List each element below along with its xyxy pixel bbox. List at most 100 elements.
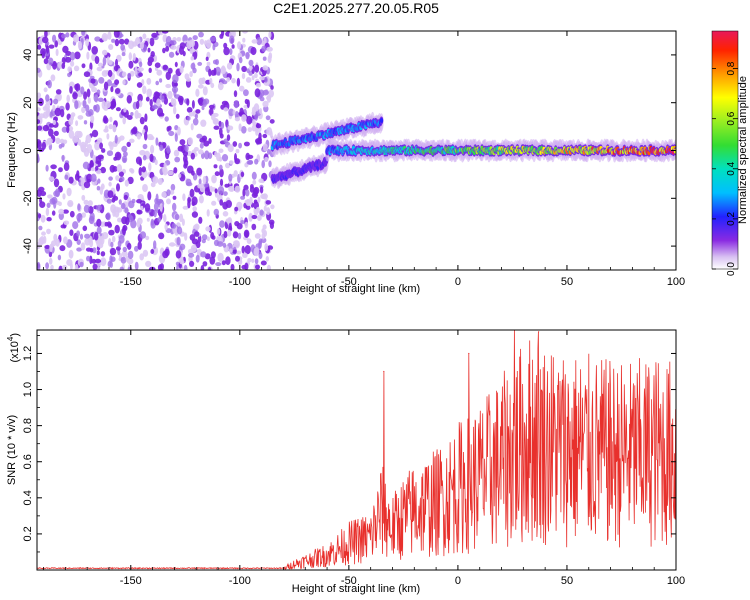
noise-speckle [240,171,245,178]
noise-speckle [148,162,152,172]
noise-speckle [81,63,86,69]
noise-speckle [204,150,210,160]
noise-speckle [234,117,241,122]
noise-speckle [213,239,220,247]
noise-speckle [222,211,229,217]
noise-speckle [221,260,226,266]
noise-speckle [155,80,159,86]
noise-speckle [205,226,211,232]
noise-speckle [179,243,186,250]
noise-speckle [228,108,235,117]
noise-speckle [244,98,249,105]
noise-speckle [214,171,220,177]
noise-speckle [251,171,257,180]
noise-speckle [155,193,159,203]
noise-speckle [87,200,93,207]
snr-scale-factor: (x104) [6,333,21,363]
noise-speckle [215,66,221,76]
noise-speckle [161,31,169,34]
noise-speckle [240,195,246,200]
noise-speckle [96,204,102,211]
noise-speckle [147,47,151,53]
noise-speckle [150,182,156,188]
noise-speckle [179,45,184,56]
noise-speckle [116,183,120,192]
noise-speckle [234,185,241,193]
noise-speckle [52,60,57,70]
noise-speckle [194,113,198,119]
noise-speckle [73,34,80,43]
noise-speckle [55,238,60,247]
noise-speckle [59,245,66,252]
noise-speckle [211,200,217,206]
noise-speckle [264,76,268,83]
noise-speckle [77,203,81,211]
noise-speckle [86,255,91,262]
noise-speckle [77,41,83,50]
noise-speckle [238,123,242,132]
spectrogram-x-tick-label: 50 [561,276,573,288]
noise-speckle [97,178,101,184]
noise-speckle [165,83,172,89]
noise-speckle [38,225,43,231]
noise-speckle [169,189,175,195]
noise-speckle [147,56,154,63]
noise-speckle [248,59,254,67]
noise-speckle [113,65,119,72]
noise-speckle [237,232,242,240]
noise-speckle [209,77,213,85]
noise-speckle [242,188,246,198]
noise-speckle [168,242,176,247]
snr-x-tick-label: 50 [561,575,573,587]
noise-speckle [44,31,48,38]
noise-speckle [48,176,55,182]
noise-speckle [80,177,84,187]
noise-speckle [57,254,62,261]
noise-speckle [136,209,141,215]
noise-speckle [164,116,169,122]
noise-speckle [168,51,175,58]
noise-speckle [162,250,169,259]
noise-speckle [101,232,109,240]
noise-speckle [157,178,163,185]
spectrogram-y-axis-label: Frequency (Hz) [6,112,18,188]
snr-plot-area [37,330,676,570]
noise-speckle [190,152,195,160]
noise-speckle [100,257,107,267]
noise-speckle [198,77,204,85]
noise-speckle [153,209,157,218]
noise-speckle [264,243,269,252]
noise-speckle [93,105,97,112]
noise-speckle [177,95,184,103]
noise-speckle [145,235,150,241]
noise-speckle [255,264,260,270]
noise-speckle [191,201,196,207]
noise-speckle [197,61,203,66]
noise-speckle [41,231,46,236]
noise-speckle [187,199,191,209]
noise-speckle [37,67,41,73]
noise-speckle [92,263,98,270]
noise-speckle [89,247,94,253]
noise-speckle [219,220,225,228]
noise-speckle [148,67,152,74]
noise-speckle [240,220,245,225]
noise-speckle [221,154,229,162]
noise-speckle [262,65,269,71]
noise-speckle [137,217,143,225]
noise-speckle [186,107,193,113]
noise-speckle [265,200,272,205]
noise-speckle [236,77,241,87]
noise-speckle [45,94,50,102]
noise-speckle [40,214,46,223]
noise-speckle [213,208,219,216]
noise-speckle [217,186,225,195]
noise-speckle [110,241,114,248]
noise-speckle [174,133,178,142]
noise-speckle [108,44,114,50]
noise-speckle [208,68,212,77]
noise-speckle [241,126,247,134]
noise-speckle [37,125,43,131]
noise-speckle [199,38,205,45]
noise-speckle [234,221,240,227]
